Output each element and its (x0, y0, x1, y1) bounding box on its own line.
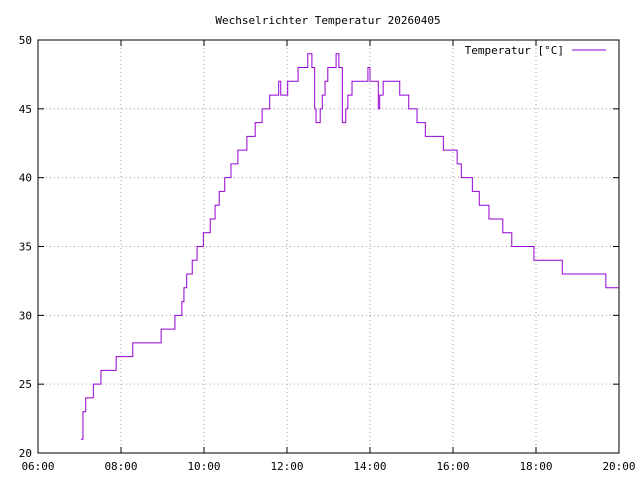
plot-frame (37, 39, 620, 454)
x-tick-label: 10:00 (187, 460, 220, 473)
x-tick-label: 06:00 (21, 460, 54, 473)
y-tick-label: 25 (19, 378, 32, 391)
x-tick-label: 20:00 (602, 460, 635, 473)
x-tick-label: 16:00 (436, 460, 469, 473)
chart-title: Wechselrichter Temperatur 20260405 (215, 14, 440, 27)
y-tick-label: 40 (19, 172, 32, 185)
x-tick-label: 08:00 (104, 460, 137, 473)
y-tick-label: 50 (19, 34, 32, 47)
x-tick-label: 14:00 (353, 460, 386, 473)
y-tick-label: 35 (19, 241, 32, 254)
x-tick-label: 12:00 (270, 460, 303, 473)
y-tick-label: 20 (19, 447, 32, 460)
x-tick-label: 18:00 (519, 460, 552, 473)
y-tick-label: 45 (19, 103, 32, 116)
y-tick-label: 30 (19, 309, 32, 322)
legend-label: Temperatur [°C] (465, 44, 564, 57)
data-line (80, 53, 619, 440)
